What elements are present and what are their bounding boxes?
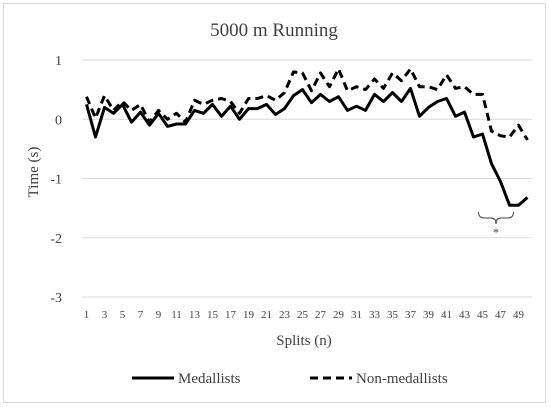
x-tick-label: 37 (405, 309, 417, 321)
series-line-medallists (85, 86, 529, 207)
x-tick-label: 7 (138, 309, 144, 321)
x-tick-label: 3 (102, 309, 108, 321)
x-tick-label: 35 (387, 309, 399, 321)
x-tick-label: 1 (84, 309, 90, 321)
legend: Medallists Non-medallists (132, 371, 448, 387)
gridlines (82, 59, 532, 298)
x-tick-label: 49 (513, 309, 525, 321)
x-tick-label: 41 (441, 309, 452, 321)
y-tick-label: 1 (55, 54, 62, 69)
x-tick-label: 15 (207, 309, 219, 321)
y-tick-label: -2 (50, 232, 62, 247)
chart-frame: 5000 m Running 1 0 -1 -2 -3 1 3 5 7 9 11 13 15 17 19 2… (3, 3, 546, 403)
x-tick-label: 13 (189, 309, 201, 321)
chart-title: 5000 m Running (210, 20, 338, 41)
x-tick-label: 5 (120, 309, 126, 321)
x-tick-label: 39 (423, 309, 435, 321)
significance-marker: * (493, 225, 499, 239)
x-tick-label: 17 (225, 309, 237, 321)
x-tick-label: 19 (243, 309, 255, 321)
legend-label: Medallists (178, 371, 241, 387)
x-tick-label: 47 (495, 309, 507, 321)
annotations: * (478, 212, 514, 239)
y-tick-label: -3 (50, 291, 62, 306)
y-tick-label: 0 (55, 113, 62, 128)
x-axis-ticks: 1 3 5 7 9 11 13 15 17 19 21 23 25 27 29 31 33 35 37 39 41 43 4… (84, 309, 525, 321)
x-tick-label: 21 (261, 309, 272, 321)
x-tick-label: 25 (297, 309, 309, 321)
legend-label: Non-medallists (356, 371, 448, 387)
y-axis-ticks: 1 0 -1 -2 -3 (50, 54, 62, 306)
series-line-non-medallists (85, 67, 529, 141)
y-axis-title: Time (s) (26, 147, 42, 198)
x-tick-label: 29 (333, 309, 345, 321)
x-axis-title: Splits (n) (276, 333, 331, 349)
series-lines (85, 67, 529, 207)
significance-bracket (478, 212, 514, 225)
x-tick-label: 31 (351, 309, 362, 321)
line-chart: 5000 m Running 10-1-2-3 1 3 5 7 9 11 13 15 17 19 2… (26, 20, 532, 387)
x-tick-label: 9 (156, 309, 162, 321)
x-tick-label: 45 (477, 309, 489, 321)
x-tick-label: 11 (171, 309, 182, 321)
y-tick-label: -1 (50, 173, 62, 188)
x-tick-label: 23 (279, 309, 291, 321)
x-tick-label: 27 (315, 309, 327, 321)
x-tick-label: 43 (459, 309, 471, 321)
x-tick-label: 33 (369, 309, 381, 321)
